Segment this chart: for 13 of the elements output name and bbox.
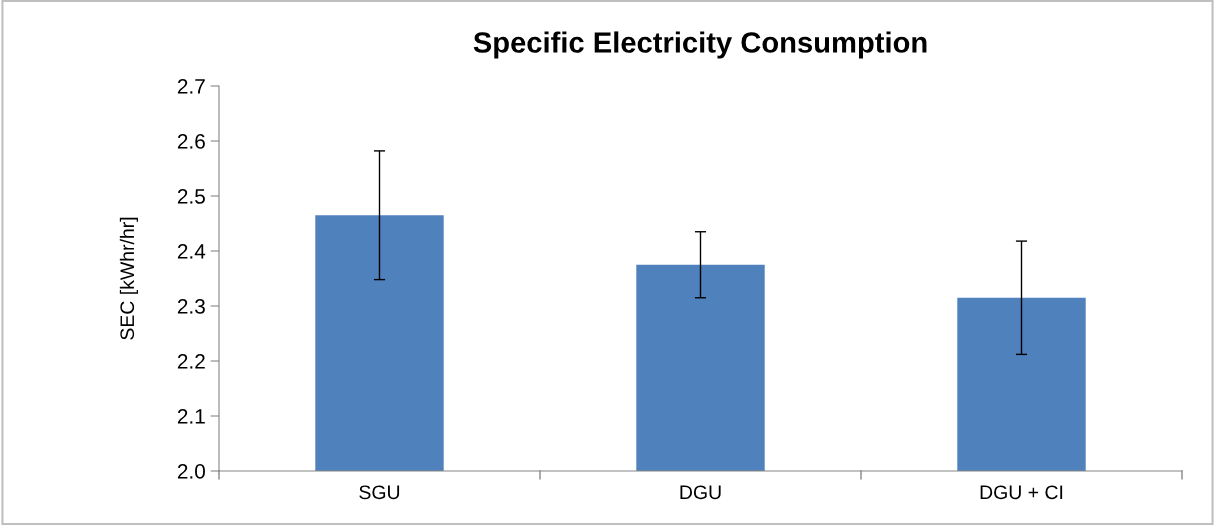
y-tick-label: 2.3 [177,299,205,314]
x-tick-label: DGU [680,485,721,500]
x-tick-label: DGU + CI [980,485,1063,500]
x-tick-label: SGU [359,485,400,500]
chart-title: Specific Electricity Consumption [473,31,927,59]
y-tick-label: 2.5 [177,189,205,204]
y-tick-label: 2.2 [177,354,205,369]
y-axis-title: SEC [kWhr/hr] [119,217,138,340]
y-tick-label: 2.7 [177,79,205,94]
y-tick-label: 2.1 [177,409,205,424]
y-tick-label: 2.6 [177,134,205,149]
y-tick-label: 2.0 [177,464,205,479]
y-tick-label: 2.4 [177,244,206,259]
